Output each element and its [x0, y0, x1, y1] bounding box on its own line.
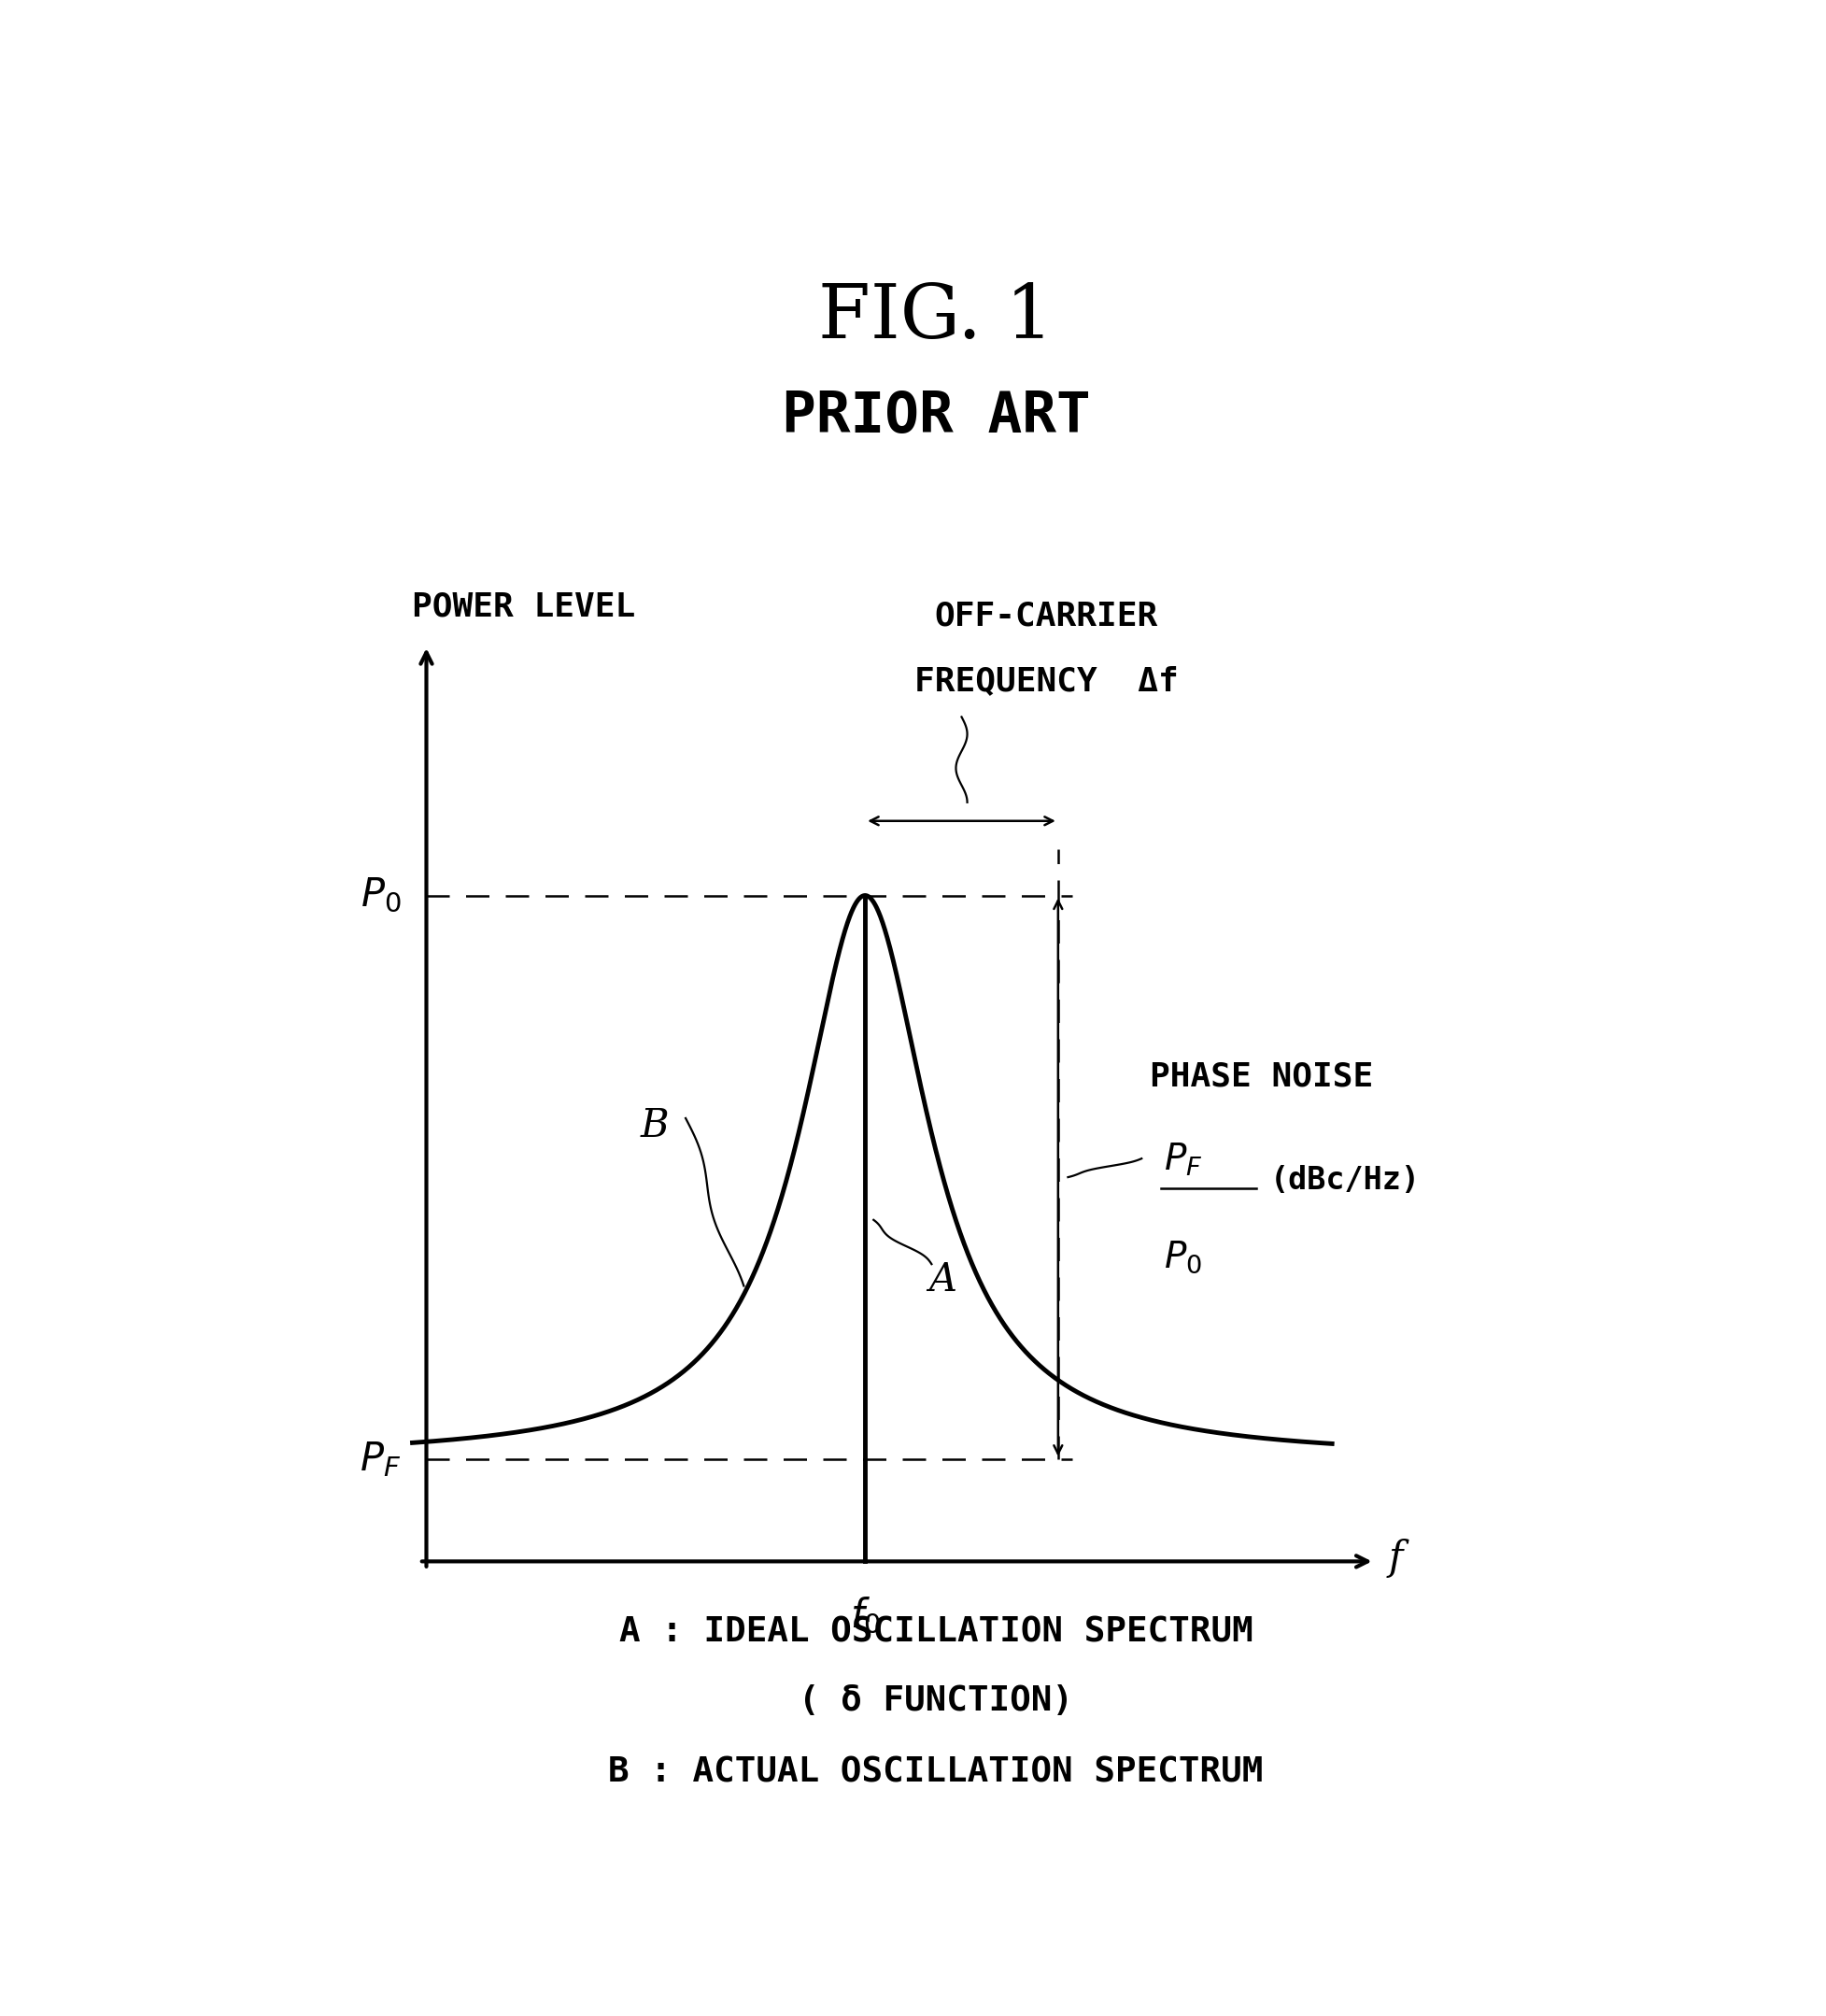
Text: POWER LEVEL: POWER LEVEL [413, 591, 635, 623]
Text: OFF-CARRIER: OFF-CARRIER [935, 601, 1158, 633]
Text: FREQUENCY  Δf: FREQUENCY Δf [915, 665, 1178, 698]
Text: A : IDEAL OSCILLATION SPECTRUM: A : IDEAL OSCILLATION SPECTRUM [619, 1615, 1253, 1649]
Text: $P_0$: $P_0$ [1165, 1240, 1203, 1276]
Text: A: A [929, 1260, 957, 1298]
Text: $P_F$: $P_F$ [360, 1439, 402, 1478]
Text: ( δ FUNCTION): ( δ FUNCTION) [798, 1683, 1074, 1718]
Text: (dBc/Hz): (dBc/Hz) [1271, 1165, 1421, 1195]
Text: $P_F$: $P_F$ [1165, 1141, 1203, 1177]
Text: B : ACTUAL OSCILLATION SPECTRUM: B : ACTUAL OSCILLATION SPECTRUM [608, 1756, 1264, 1788]
Text: FIG. 1: FIG. 1 [818, 280, 1054, 353]
Text: $P_0$: $P_0$ [360, 875, 402, 915]
Text: $f_0$: $f_0$ [849, 1595, 880, 1635]
Text: PRIOR ART: PRIOR ART [782, 389, 1090, 444]
Text: f: f [1388, 1538, 1402, 1579]
Text: B: B [641, 1107, 668, 1145]
Text: PHASE NOISE: PHASE NOISE [1150, 1060, 1373, 1093]
